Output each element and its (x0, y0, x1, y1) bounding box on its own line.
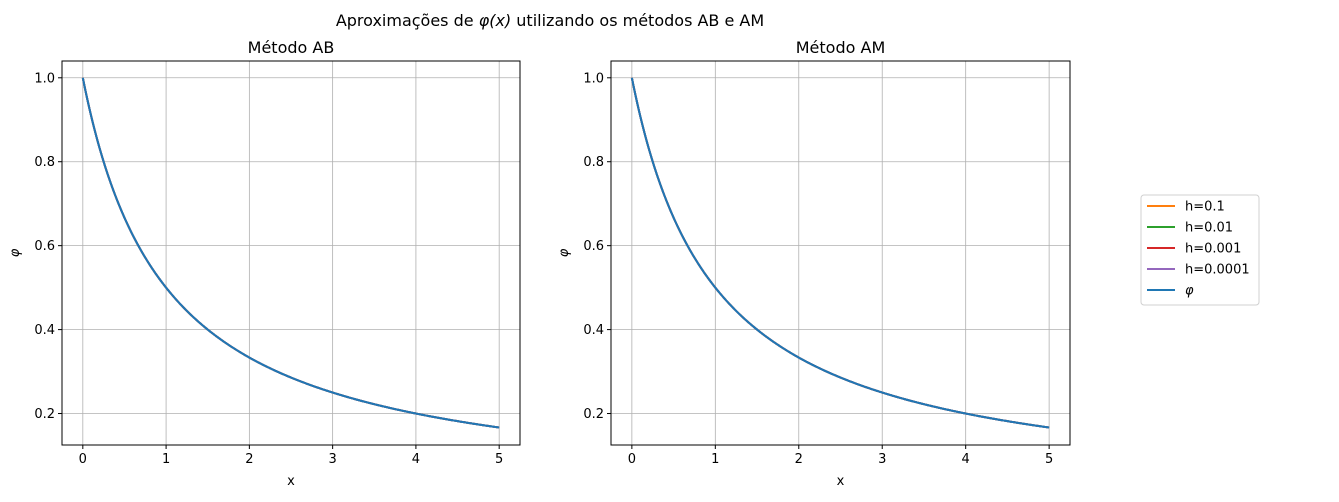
axes-frame (61, 60, 521, 446)
series-line (81, 77, 500, 429)
x-tick-label: 4 (962, 452, 970, 467)
x-tick-label: 1 (711, 452, 719, 467)
x-tick-label: 5 (495, 452, 503, 467)
subplot-title: Método AM (796, 38, 886, 57)
x-tick-label: 1 (162, 452, 170, 467)
y-tick-label: 0.8 (34, 155, 55, 170)
y-tick-label: 0.4 (34, 323, 55, 338)
figure-suptitle: Aproximações de φ(x) utilizando os métod… (336, 11, 764, 30)
y-tick-label: 0.2 (34, 407, 55, 422)
series-line (630, 77, 1050, 429)
y-tick-label: 0.2 (583, 407, 604, 422)
legend: h=0.1 h=0.01 h=0.001 h=0.0001 φ (1140, 194, 1260, 306)
y-tick-label: 0.6 (34, 239, 55, 254)
subplot-ab: 0 1 2 3 4 5 0.2 0.4 0.6 0.8 1.0 Método AB x φ (8, 38, 521, 489)
series-line (630, 77, 1050, 429)
x-tick-label: 0 (79, 452, 87, 467)
y-tick-label: 0.4 (583, 323, 604, 338)
axes-frame (610, 60, 1071, 446)
y-tick-label: 0.8 (583, 155, 604, 170)
legend-label: h=0.0001 (1185, 263, 1250, 278)
series-line (630, 77, 1050, 429)
x-tick-label: 3 (878, 452, 886, 467)
subplot-am: 0 1 2 3 4 5 0.2 0.4 0.6 0.8 1.0 Método AM x φ (557, 38, 1071, 489)
y-axis-label: φ (557, 248, 572, 257)
x-tick-label: 0 (628, 452, 636, 467)
legend-frame (1140, 194, 1260, 306)
series-line (630, 77, 1050, 429)
series-line (81, 77, 500, 429)
legend-label: h=0.001 (1185, 242, 1241, 257)
legend-label: h=0.01 (1185, 221, 1233, 236)
suptitle-prefix: Aproximações de (336, 11, 479, 30)
series-line (630, 77, 1050, 429)
x-axis-label: x (837, 474, 845, 489)
series-line (81, 77, 500, 429)
legend-label: φ (1185, 284, 1194, 299)
x-tick-label: 4 (412, 452, 420, 467)
x-tick-label: 2 (245, 452, 253, 467)
series-line (81, 77, 500, 429)
y-tick-label: 1.0 (583, 71, 604, 86)
x-axis-label: x (287, 474, 295, 489)
subplot-title: Método AB (248, 38, 335, 57)
y-tick-label: 1.0 (34, 71, 55, 86)
suptitle-math: φ(x) (479, 11, 512, 30)
x-tick-label: 3 (328, 452, 336, 467)
x-tick-label: 5 (1045, 452, 1053, 467)
legend-label: h=0.1 (1185, 200, 1225, 215)
suptitle-suffix: utilizando os métodos AB e AM (511, 11, 764, 30)
x-tick-label: 2 (795, 452, 803, 467)
series-line (81, 77, 500, 429)
y-axis-label: φ (8, 248, 23, 257)
y-tick-label: 0.6 (583, 239, 604, 254)
